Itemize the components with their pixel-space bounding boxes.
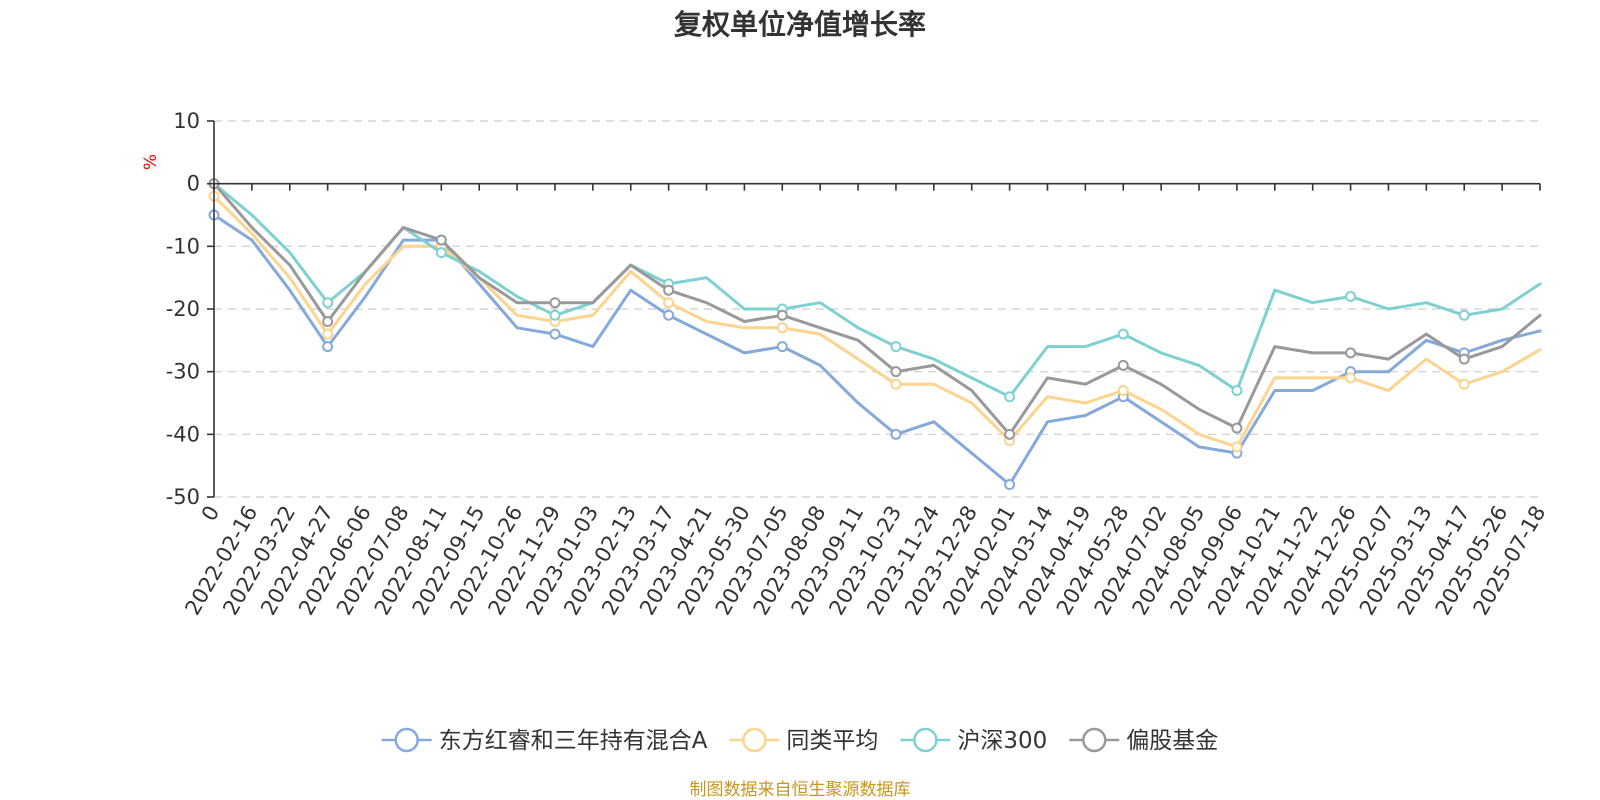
y-tick-label: 10	[173, 109, 200, 133]
legend-item-0[interactable]: 东方红睿和三年持有混合A	[381, 727, 708, 754]
series-point-0	[1004, 478, 1016, 490]
series-line-0	[212, 213, 1542, 486]
legend-item-3[interactable]: 偏股基金	[1069, 727, 1218, 754]
series-point-1	[1458, 378, 1470, 390]
series-point-3	[1117, 359, 1129, 371]
grid	[214, 120, 1540, 498]
series-point-1	[1231, 441, 1243, 453]
legend-label: 东方红睿和三年持有混合A	[439, 728, 708, 754]
series-point-3	[1458, 353, 1470, 365]
chart-title: 复权单位净值增长率	[674, 8, 926, 41]
series-point-2	[549, 309, 561, 321]
series-point-3	[549, 297, 561, 309]
series-point-2	[1458, 309, 1470, 321]
legend[interactable]: 东方红睿和三年持有混合A 同类平均 沪深300 偏股基金	[381, 727, 1219, 754]
series-point-1	[663, 297, 675, 309]
y-tick-label: -50	[166, 485, 200, 509]
series-point-0	[776, 341, 788, 353]
legend-item-2[interactable]: 沪深300	[900, 727, 1047, 754]
y-tick-label: -40	[166, 422, 200, 446]
series-point-0	[549, 328, 561, 340]
series-point-0	[890, 428, 902, 440]
series-point-3	[663, 284, 675, 296]
series-point-3	[890, 366, 902, 378]
series-point-2	[890, 341, 902, 353]
series-point-3	[776, 309, 788, 321]
series-point-3	[435, 234, 447, 246]
y-tick-label: -10	[166, 234, 200, 258]
legend-marker-icon	[1082, 727, 1107, 753]
series-point-1	[776, 322, 788, 334]
y-axis-unit: %	[141, 154, 161, 170]
series-point-1	[322, 328, 334, 340]
series-point-0	[663, 309, 675, 321]
series-point-3	[1345, 347, 1357, 359]
series-point-1	[890, 378, 902, 390]
series-line-3	[212, 182, 1542, 436]
legend-label: 同类平均	[786, 728, 878, 754]
series-layer	[208, 178, 1542, 490]
series-point-3	[1004, 428, 1016, 440]
y-tick-label: 0	[187, 172, 200, 196]
series-point-2	[322, 297, 334, 309]
footer-source: 制图数据来自恒生聚源数据库	[690, 780, 911, 800]
legend-label: 沪深300	[957, 728, 1047, 754]
legend-marker-icon	[394, 727, 419, 753]
legend-item-1[interactable]: 同类平均	[729, 727, 878, 754]
series-point-3	[1231, 422, 1243, 434]
series-line-1	[212, 194, 1542, 449]
series-point-2	[1345, 290, 1357, 302]
legend-marker-icon	[913, 727, 938, 753]
series-point-1	[1345, 372, 1357, 384]
y-tick-label: -30	[166, 360, 200, 384]
series-line-2	[212, 182, 1542, 399]
series-point-2	[1004, 391, 1016, 403]
series-point-3	[322, 316, 334, 328]
legend-label: 偏股基金	[1126, 728, 1218, 754]
series-point-2	[1231, 384, 1243, 396]
series-point-1	[1117, 384, 1129, 396]
x-tick-label: 0	[197, 502, 224, 526]
series-point-0	[322, 341, 334, 353]
legend-marker-icon	[742, 727, 767, 753]
series-point-2	[435, 247, 447, 259]
series-point-2	[1117, 328, 1129, 340]
axes: 100-10-20-30-40-5002022-02-162022-03-222…	[166, 109, 1551, 619]
y-tick-label: -20	[166, 297, 200, 321]
